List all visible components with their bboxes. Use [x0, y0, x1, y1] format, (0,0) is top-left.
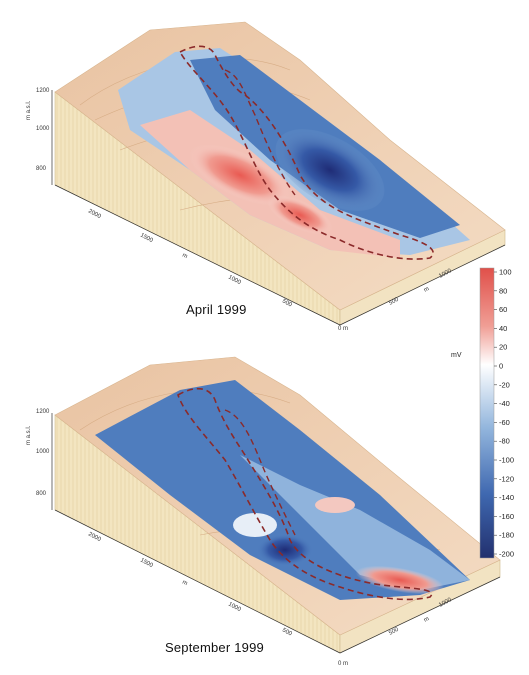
x-axis-label: m: [181, 579, 188, 587]
z-tick: 1000: [36, 126, 50, 132]
sp-near-zero: [233, 513, 277, 537]
colorbar-tick-label: -20: [499, 380, 510, 389]
x-tick: 500: [281, 627, 293, 637]
sp-minimum: [275, 129, 385, 211]
terrain-map-april: 1200 1000 800 m a.s.l. 2000 1500 m 1000 …: [26, 21, 506, 332]
colorbar-tick-label: -140: [499, 493, 514, 502]
y-tick: 500: [388, 296, 400, 306]
z-tick: 1200: [36, 409, 50, 415]
x-axis-label: m: [181, 252, 188, 260]
sp-positive-spot: [315, 497, 355, 513]
x-axis: [54, 509, 341, 654]
panel-caption: April 1999: [186, 302, 247, 317]
x-axis: [54, 184, 341, 326]
colorbar-scale: [479, 267, 495, 559]
panel-april: 1200 1000 800 m a.s.l. 2000 1500 m 100 0 …: [0, 0, 529, 335]
z-tick: 800: [36, 166, 47, 172]
panel-september: 1200 1000 800 m a.s.l. 2000 1500 m 1000 …: [0, 335, 529, 675]
colorbar-tick-label: 40: [499, 324, 507, 333]
colorbar-tick-label: -100: [499, 456, 514, 465]
y-tick: 0 m: [338, 326, 348, 332]
x-tick: 1500: [139, 557, 154, 569]
x-tick: 2000: [87, 531, 102, 543]
colorbar-tick-label: -160: [499, 512, 514, 521]
x-tick: 500: [281, 298, 293, 308]
y-tick: 1000: [438, 268, 453, 280]
sp-minimum: [257, 534, 313, 566]
colorbar-tick-label: 20: [499, 343, 507, 352]
y-axis: [339, 244, 506, 326]
colorbar-tick-label: 80: [499, 286, 507, 295]
z-tick: 1000: [36, 449, 50, 455]
z-tick: 1200: [36, 88, 50, 94]
inner-boundary: [224, 409, 296, 536]
colorbar: 100 80 60 40 20 0 -20 -40 -60 -80 -100 -120 -140 -160…: [479, 267, 514, 559]
colorbar-tick-label: 100: [499, 268, 512, 277]
sp-maximum: [355, 565, 445, 595]
x-tick: 1500: [139, 232, 154, 244]
colorbar-tick-label: -180: [499, 531, 514, 540]
y-tick: 1000: [438, 597, 453, 609]
colorbar-tick-label: 0: [499, 362, 503, 371]
colorbar-unit: mV: [451, 352, 462, 359]
terrain-map-september: 1200 1000 800 m a.s.l. 2000 1500 m 1000 …: [26, 356, 501, 667]
x-tick: 1000: [227, 601, 242, 613]
sp-weak-negative: [240, 455, 470, 590]
y-axis: [339, 576, 501, 654]
landslide-boundary: [177, 387, 433, 601]
colorbar-ticks: 100 80 60 40 20 0 -20 -40 -60 -80 -100 -120 -140 -160…: [494, 268, 514, 559]
landslide-boundary: [178, 45, 434, 260]
panel-caption: September 1999: [165, 640, 264, 655]
y-axis-label: m: [423, 286, 430, 294]
x-tick: 2000: [87, 208, 102, 220]
y-axis-label: m: [423, 616, 430, 624]
x-tick: 1000: [227, 274, 242, 286]
z-axis-label: m a.s.l.: [26, 425, 32, 445]
z-tick: 800: [36, 491, 47, 497]
y-tick: 500: [388, 626, 400, 636]
colorbar-tick-label: -40: [499, 399, 510, 408]
colorbar-tick-label: -120: [499, 474, 514, 483]
colorbar-tick-label: -80: [499, 437, 510, 446]
colorbar-tick-label: -60: [499, 418, 510, 427]
y-tick: 0 m: [338, 661, 348, 667]
colorbar-tick-label: -200: [499, 550, 514, 559]
colorbar-tick-label: 60: [499, 305, 507, 314]
z-axis-label: m a.s.l.: [26, 100, 32, 120]
sp-maximum: [189, 144, 291, 206]
inner-boundary: [224, 69, 296, 196]
